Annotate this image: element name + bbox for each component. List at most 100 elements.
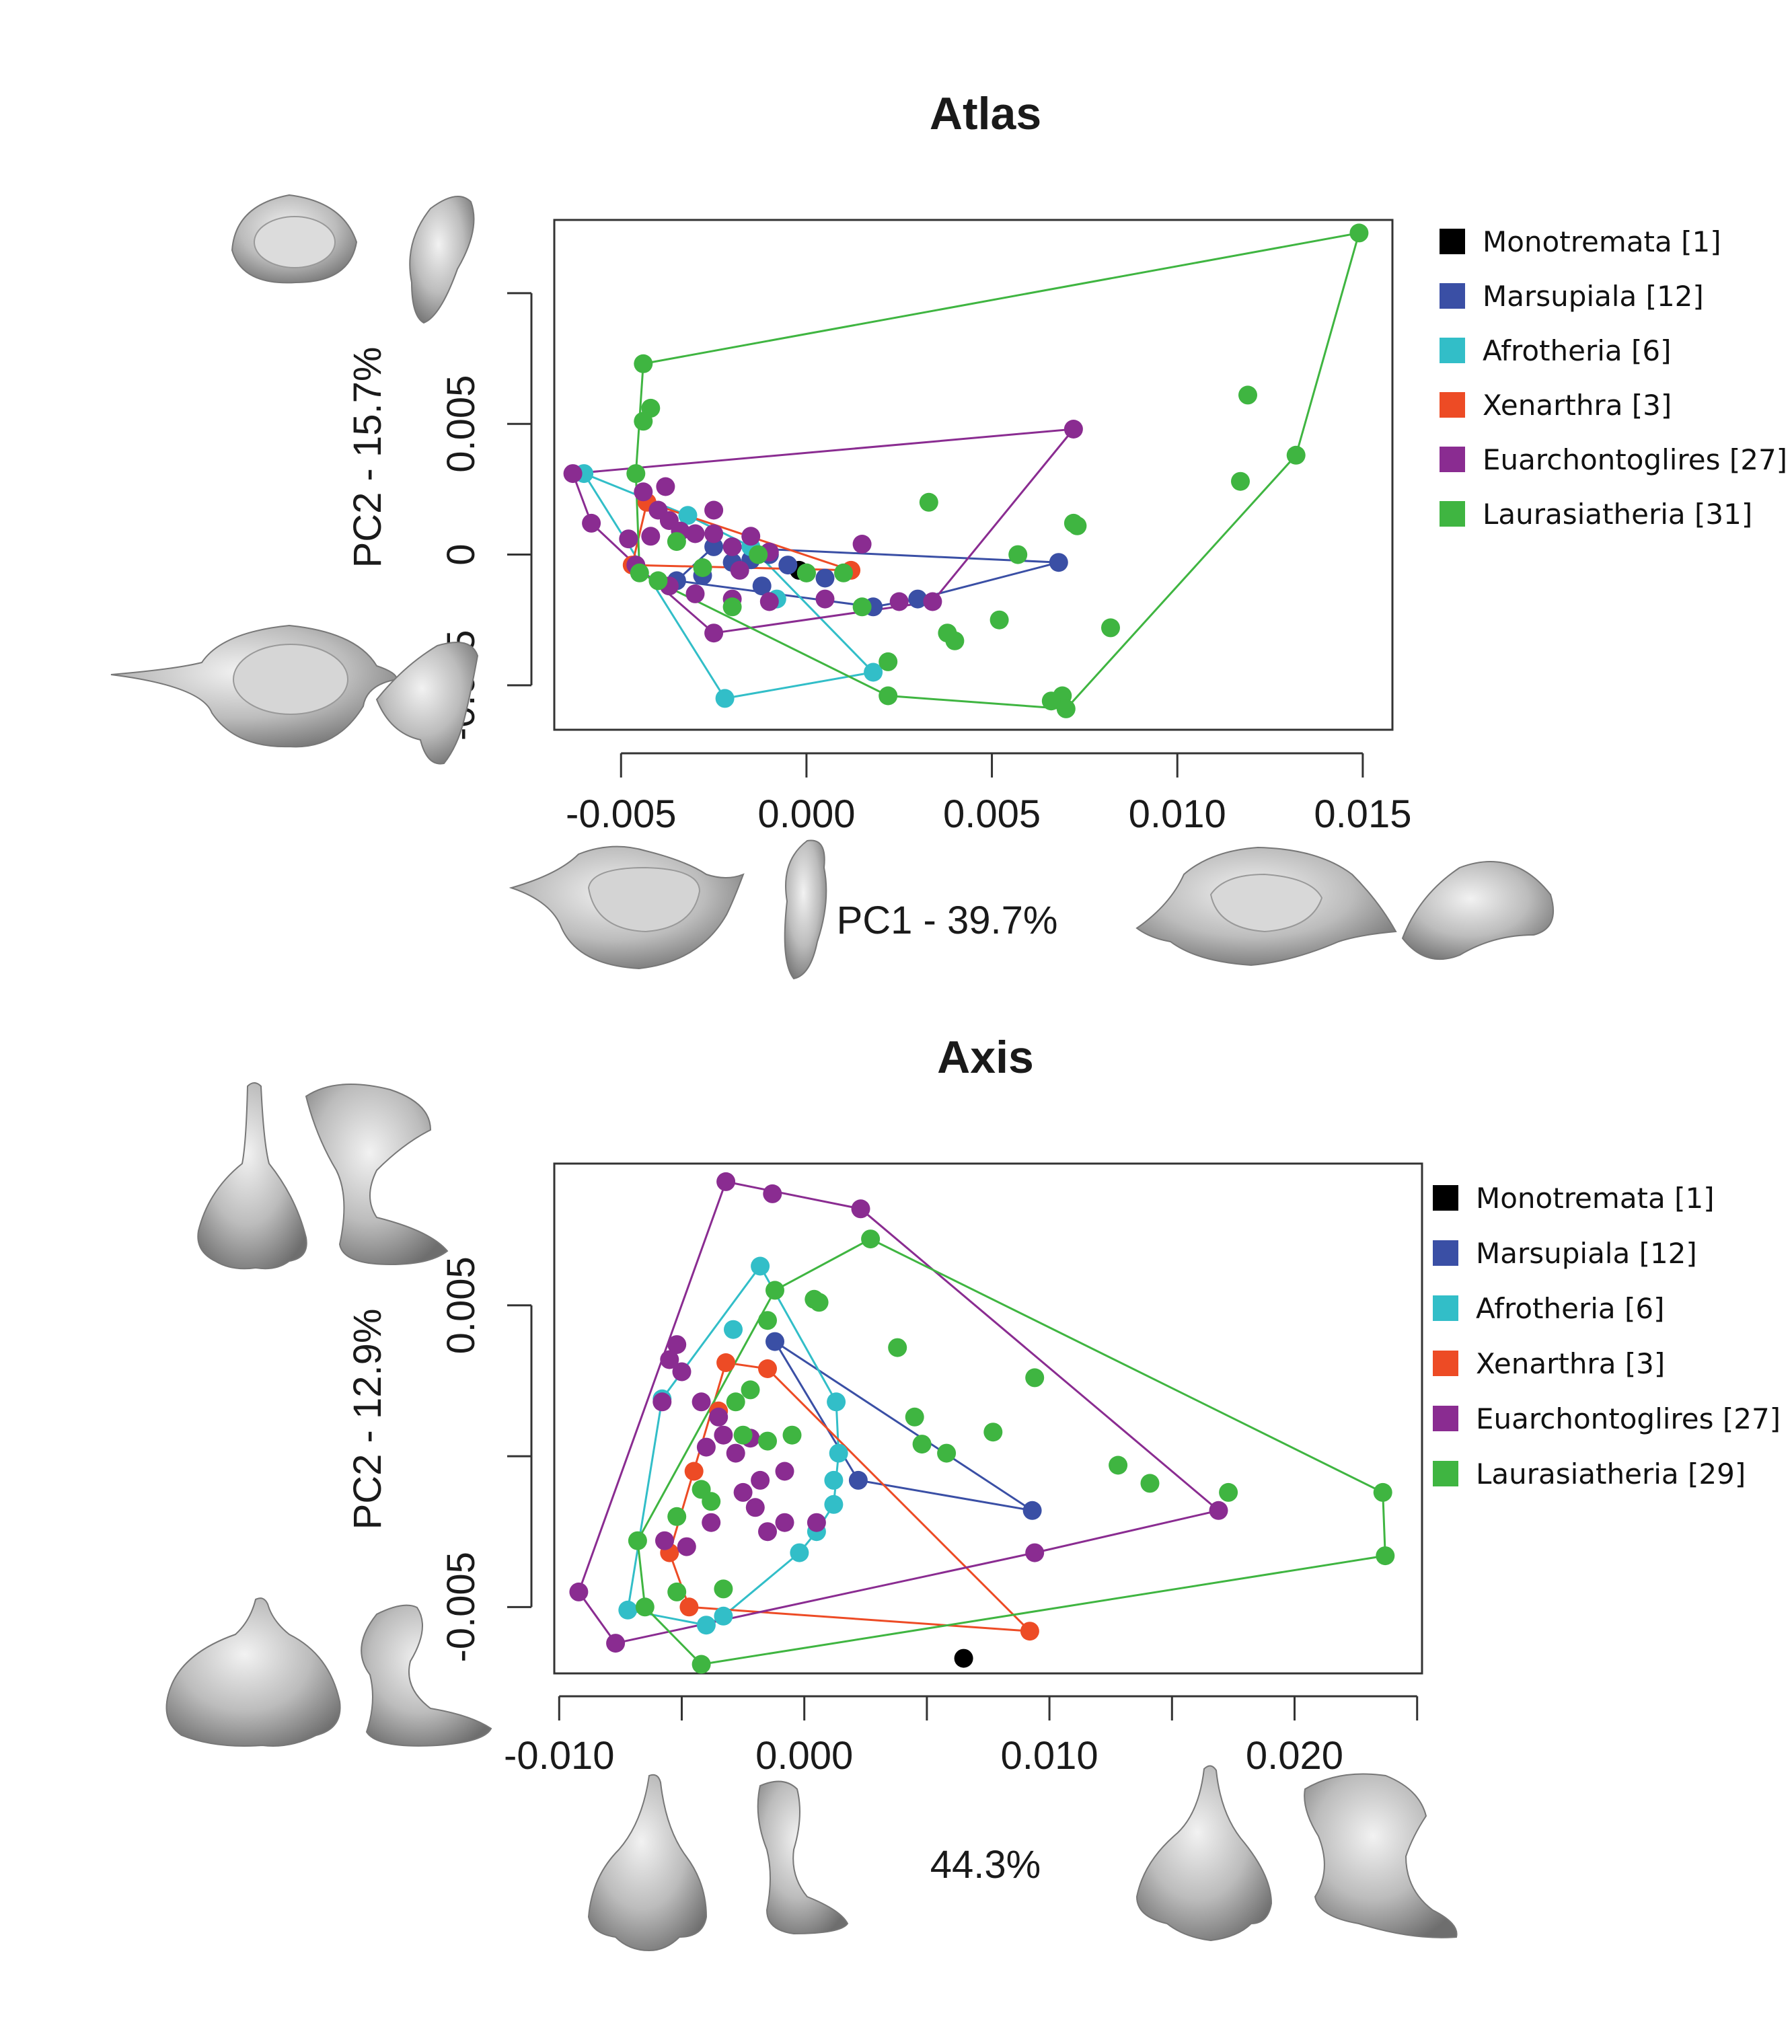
axis-point-4-20 xyxy=(807,1513,826,1532)
axis-x-tick-label: 0.000 xyxy=(755,1734,853,1778)
atlas-vertebra-side-view-image xyxy=(377,642,478,764)
axis-legend-label-2: Afrotheria [6] xyxy=(1476,1292,1665,1325)
axis-vertebra-side-view-image xyxy=(1304,1774,1456,1938)
axis-point-3-1 xyxy=(1020,1622,1039,1640)
atlas-point-5-30 xyxy=(723,597,742,616)
axis-point-5-12 xyxy=(905,1408,924,1427)
atlas-point-4-7 xyxy=(641,527,660,545)
axis-point-5-27 xyxy=(758,1432,777,1451)
atlas-vertebra-side-view-image xyxy=(1403,862,1553,959)
atlas-legend: Monotremata [1] Marsupiala [12] Afrotheria… xyxy=(1440,225,1787,531)
atlas-point-4-0 xyxy=(1064,420,1083,439)
axis-point-3-4 xyxy=(685,1462,704,1481)
axis-point-4-10 xyxy=(692,1392,711,1411)
atlas-point-4-19 xyxy=(923,593,942,611)
atlas-legend-swatch-2 xyxy=(1440,338,1465,363)
atlas-point-4-18 xyxy=(890,593,909,611)
axis-legend-label-0: Monotremata [1] xyxy=(1476,1182,1715,1215)
atlas-legend-label-0: Monotremata [1] xyxy=(1483,225,1721,258)
axis-x-tick-label: 0.010 xyxy=(1001,1734,1098,1778)
atlas-point-4-16 xyxy=(816,590,835,609)
axis-point-3-0 xyxy=(716,1353,735,1372)
axis-point-5-3 xyxy=(692,1655,711,1674)
axis-y-axis: -0.005 0.005 xyxy=(439,1256,531,1662)
atlas-point-4-20 xyxy=(704,623,723,642)
axis-point-1-2 xyxy=(849,1471,868,1490)
atlas-legend-swatch-4 xyxy=(1440,447,1465,472)
axis-point-5-11 xyxy=(1025,1368,1044,1387)
axis-legend-label-1: Marsupiala [12] xyxy=(1476,1237,1697,1270)
atlas-legend-label-3: Xenarthra [3] xyxy=(1483,389,1672,422)
atlas-legend-swatch-3 xyxy=(1440,392,1465,418)
axis-legend-swatch-5 xyxy=(1433,1461,1458,1486)
atlas-vertebral-foramen-image xyxy=(233,644,348,714)
atlas-point-5-18 xyxy=(945,632,964,650)
axis-x-tick-label: 0.020 xyxy=(1246,1734,1343,1778)
atlas-point-5-28 xyxy=(797,564,816,582)
atlas-point-5-5 xyxy=(1238,385,1257,404)
atlas-x-tick-label: 0.010 xyxy=(1129,792,1226,836)
atlas-legend-label-5: Laurasiatheria [31] xyxy=(1483,498,1752,531)
atlas-point-1-11 xyxy=(778,556,797,574)
axis-chart: Axis -0.010 0.000 0.010 0.020 -0.0050.005 4… xyxy=(167,1032,1781,1951)
atlas-point-5-15 xyxy=(1101,618,1120,637)
atlas-vertebral-foramen-image xyxy=(254,217,335,268)
atlas-y-axis-label: PC2 - 15.7% xyxy=(346,347,389,568)
axis-point-4-13 xyxy=(697,1438,716,1457)
axis-vertebra-front-view-image xyxy=(1137,1766,1271,1940)
axis-shape-bottom-right xyxy=(1137,1766,1457,1940)
axis-legend-swatch-2 xyxy=(1433,1295,1458,1321)
axis-point-4-11 xyxy=(709,1408,728,1427)
atlas-point-5-22 xyxy=(648,571,667,590)
axis-x-tick-label: -0.010 xyxy=(504,1734,614,1778)
axis-point-4-4 xyxy=(606,1634,625,1653)
atlas-point-4-5 xyxy=(656,478,675,496)
axis-vertebra-front-view-image xyxy=(589,1775,706,1951)
atlas-point-5-7 xyxy=(1231,472,1250,491)
axis-legend-swatch-4 xyxy=(1433,1406,1458,1431)
axis-point-4-9 xyxy=(652,1392,671,1411)
axis-y-axis-label: PC2 - 12.9% xyxy=(346,1309,389,1530)
axis-point-1-0 xyxy=(766,1332,784,1351)
axis-point-4-16 xyxy=(751,1471,770,1490)
axis-hulls xyxy=(578,1182,1385,1665)
axis-shape-bottom-left-center xyxy=(589,1775,848,1951)
axis-legend: Monotremata [1] Marsupiala [12] Afrotheria… xyxy=(1433,1182,1781,1490)
atlas-y-tick-label: 0.005 xyxy=(439,375,483,473)
atlas-x-tick-label: 0.000 xyxy=(757,792,855,836)
atlas-point-5-8 xyxy=(920,493,938,512)
axis-legend-swatch-3 xyxy=(1433,1351,1458,1376)
atlas-point-5-27 xyxy=(853,597,872,616)
axis-point-5-19 xyxy=(741,1380,760,1399)
atlas-point-1-0 xyxy=(1049,553,1068,572)
axis-point-4-3 xyxy=(569,1583,588,1601)
atlas-chart-title: Atlas xyxy=(930,88,1041,139)
atlas-point-4-11 xyxy=(704,501,723,520)
atlas-point-5-6 xyxy=(1287,446,1306,465)
axis-point-5-6 xyxy=(758,1311,777,1330)
axis-point-4-17 xyxy=(746,1498,765,1517)
axis-vertebra-side-view-image xyxy=(758,1782,848,1934)
atlas-x-axis-label: PC1 - 39.7% xyxy=(837,899,1058,942)
atlas-point-5-20 xyxy=(879,687,897,706)
axis-x-axis: -0.010 0.000 0.010 0.020 xyxy=(504,1696,1417,1778)
atlas-legend-swatch-1 xyxy=(1440,283,1465,309)
axis-point-4-14 xyxy=(726,1444,745,1463)
axis-point-4-21 xyxy=(1025,1544,1044,1562)
axis-point-5-13 xyxy=(913,1435,932,1453)
atlas-point-5-0 xyxy=(1349,223,1368,242)
axis-y-tick-label: 0.005 xyxy=(439,1256,483,1354)
axis-vertebra-front-view-image xyxy=(198,1083,306,1269)
axis-vertebra-front-view-image xyxy=(167,1598,340,1746)
axis-point-5-1 xyxy=(1374,1483,1392,1502)
atlas-point-5-10 xyxy=(1068,517,1086,535)
axis-point-2-0 xyxy=(618,1601,637,1620)
atlas-hull-5 xyxy=(636,233,1359,709)
atlas-y-tick-label: 0 xyxy=(439,543,483,565)
axis-point-2-5 xyxy=(724,1320,743,1339)
axis-point-4-24 xyxy=(702,1513,720,1532)
axis-point-5-24 xyxy=(667,1583,686,1601)
axis-point-5-10 xyxy=(888,1338,907,1357)
axis-legend-label-4: Euarchontoglires [27] xyxy=(1476,1402,1781,1435)
